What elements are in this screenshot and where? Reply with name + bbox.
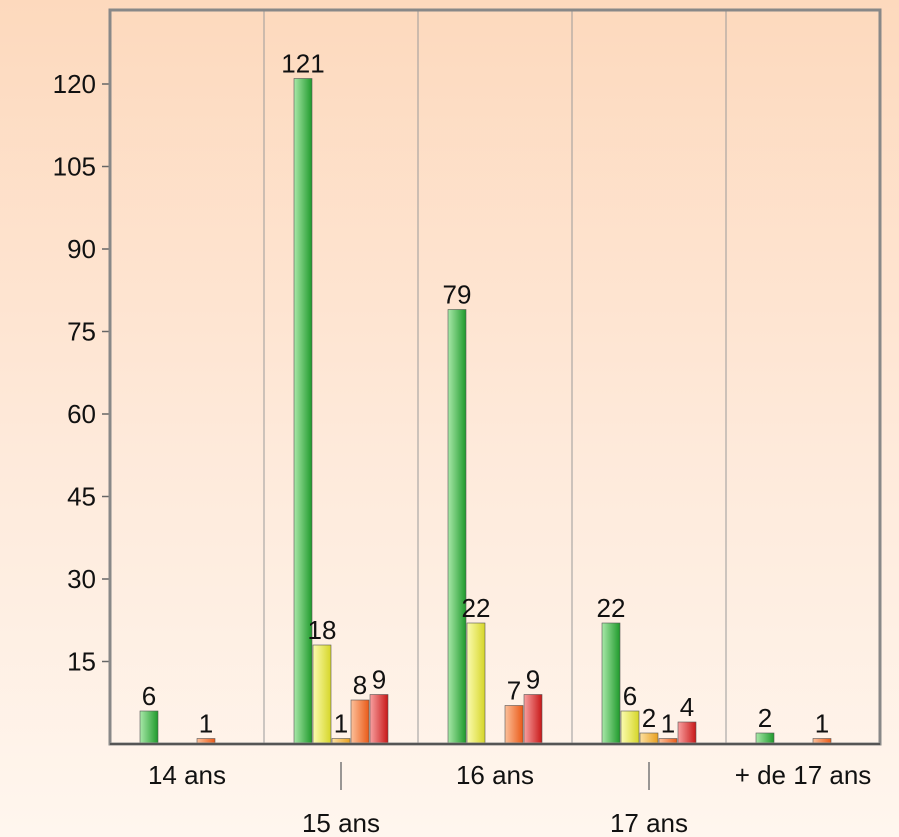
data-label: 22 [462, 593, 491, 623]
category-separators [263, 10, 727, 744]
data-label: 9 [526, 665, 540, 695]
data-label: 22 [597, 593, 626, 623]
data-label: 6 [623, 681, 637, 711]
y-tick-label: 60 [67, 399, 96, 429]
bar [523, 694, 543, 745]
data-label: 9 [372, 665, 386, 695]
data-label: 1 [199, 709, 213, 739]
y-axis: 15 30 45 60 75 90 105 120 [53, 69, 110, 677]
y-tick-label: 120 [53, 69, 96, 99]
bar [639, 732, 659, 745]
data-label: 1 [334, 709, 348, 739]
x-tick-label: + de 17 ans [735, 760, 872, 790]
data-label: 1 [661, 709, 675, 739]
bar [601, 622, 621, 745]
data-label: 18 [308, 615, 337, 645]
bar [677, 721, 697, 745]
bar [620, 710, 640, 745]
bars [139, 78, 832, 745]
bar [447, 309, 467, 745]
y-tick-label: 15 [67, 647, 96, 677]
bar [755, 732, 775, 745]
plot-frame [108, 8, 882, 746]
bar [139, 710, 159, 745]
data-label: 6 [142, 681, 156, 711]
data-label: 8 [353, 670, 367, 700]
data-label: 79 [443, 280, 472, 310]
plot-area [110, 10, 880, 744]
y-tick-label: 30 [67, 564, 96, 594]
data-label: 121 [281, 49, 324, 79]
data-label: 2 [642, 703, 656, 733]
data-label: 7 [507, 676, 521, 706]
bar [504, 705, 524, 745]
data-label: 4 [680, 692, 694, 722]
x-tick-label: 17 ans [610, 808, 688, 837]
bar [312, 644, 332, 745]
y-tick-label: 105 [53, 152, 96, 182]
data-label: 1 [815, 709, 829, 739]
data-label: 2 [758, 703, 772, 733]
x-tick-label: 16 ans [456, 760, 534, 790]
y-tick-label: 90 [67, 234, 96, 264]
bar [369, 694, 389, 745]
x-axis: 14 ans 15 ans 16 ans 17 ans + de 17 ans [148, 760, 871, 837]
y-tick-label: 75 [67, 317, 96, 347]
bar [350, 699, 370, 745]
x-tick-label: 14 ans [148, 760, 226, 790]
x-tick-label: 15 ans [302, 808, 380, 837]
bar [466, 622, 486, 745]
y-tick-label: 45 [67, 482, 96, 512]
